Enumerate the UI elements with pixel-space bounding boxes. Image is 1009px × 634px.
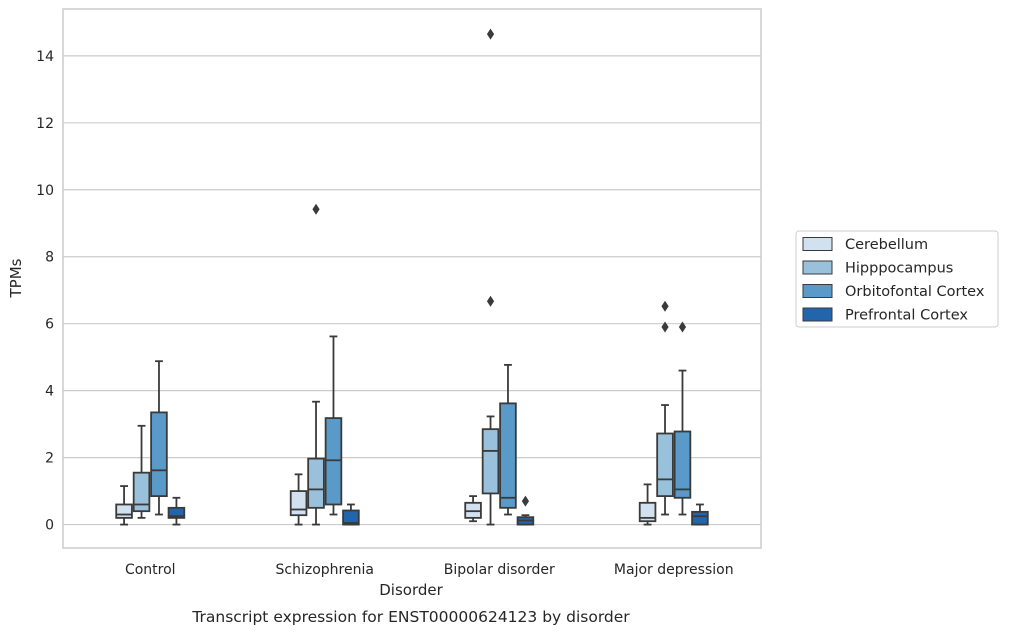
- iqr-box: [115, 503, 133, 519]
- iqr-box: [342, 509, 360, 526]
- outlier-point: [678, 321, 687, 333]
- y-tick-label: 10: [36, 183, 54, 199]
- x-tick-label: Bipolar disorder: [444, 562, 555, 578]
- iqr-box: [307, 457, 325, 509]
- box-prefrontal-cortex: [342, 503, 360, 526]
- iqr-box: [673, 430, 692, 499]
- y-tick-label: 2: [45, 451, 54, 467]
- y-tick-labels: 0 2 4 6 8 10 12 14: [36, 49, 54, 534]
- iqr-box: [167, 506, 186, 519]
- legend-label: Prefrontal Cortex: [845, 308, 968, 324]
- legend-frame: [795, 230, 999, 328]
- box-hipppocampus: [132, 424, 151, 519]
- box-orbitofontal-cortex: [150, 360, 168, 516]
- outlier-point: [486, 28, 495, 40]
- x-axis-title: Disorder: [379, 581, 443, 599]
- box-cerebellum: [638, 483, 657, 526]
- plot-frame: [62, 8, 762, 549]
- iqr-box: [150, 411, 168, 498]
- x-tick-label: Major depression: [614, 562, 734, 578]
- iqr-box: [638, 501, 657, 523]
- legend-label: Cerebellum: [845, 237, 928, 253]
- box-cerebellum: [289, 473, 308, 526]
- legend-swatch: [802, 284, 833, 298]
- iqr-box: [132, 471, 151, 513]
- iqr-box: [656, 432, 674, 498]
- box-prefrontal-cortex: [516, 495, 535, 526]
- legend-label: Orbitofontal Cortex: [845, 284, 985, 300]
- box-hipppocampus: [481, 28, 500, 526]
- y-tick-label: 0: [45, 518, 54, 534]
- y-axis-title: TPMs: [7, 258, 25, 298]
- legend: Cerebellum Hipppocampus Orbitofontal Corte…: [795, 230, 999, 328]
- box-cerebellum: [464, 495, 482, 523]
- box-orbitofontal-cortex: [499, 363, 517, 516]
- outlier-point: [661, 300, 669, 312]
- chart-caption: Transcript expression for ENST0000062412…: [191, 608, 630, 626]
- iqr-box: [324, 417, 343, 506]
- iqr-box: [481, 428, 500, 495]
- box-orbitofontal-cortex: [324, 335, 343, 516]
- y-tick-label: 4: [45, 384, 54, 400]
- iqr-box: [499, 402, 517, 509]
- iqr-box: [289, 490, 308, 517]
- box-prefrontal-cortex: [691, 503, 709, 526]
- box-hipppocampus: [656, 300, 674, 516]
- outlier-point: [521, 495, 530, 507]
- legend-swatch: [802, 260, 833, 275]
- x-tick-label: Schizophrenia: [276, 562, 374, 578]
- box-orbitofontal-cortex: [673, 321, 692, 516]
- legend-label: Hipppocampus: [845, 261, 953, 277]
- legend-swatch: [802, 307, 833, 322]
- y-tick-label: 12: [36, 116, 54, 132]
- x-tick-labels: Control Schizophrenia Bipolar disorder Majo…: [125, 562, 734, 578]
- outlier-point: [312, 203, 320, 215]
- legend-swatch: [802, 237, 833, 251]
- box-hipppocampus: [307, 203, 325, 526]
- boxes: [115, 28, 709, 526]
- y-tick-label: 14: [36, 49, 54, 65]
- box-cerebellum: [115, 485, 133, 526]
- box-prefrontal-cortex: [167, 496, 186, 526]
- outlier-point: [486, 295, 495, 307]
- y-tick-label: 6: [45, 317, 54, 333]
- y-tick-label: 8: [45, 250, 54, 266]
- x-tick-label: Control: [125, 562, 176, 578]
- outlier-point: [661, 321, 669, 333]
- iqr-box: [691, 510, 709, 526]
